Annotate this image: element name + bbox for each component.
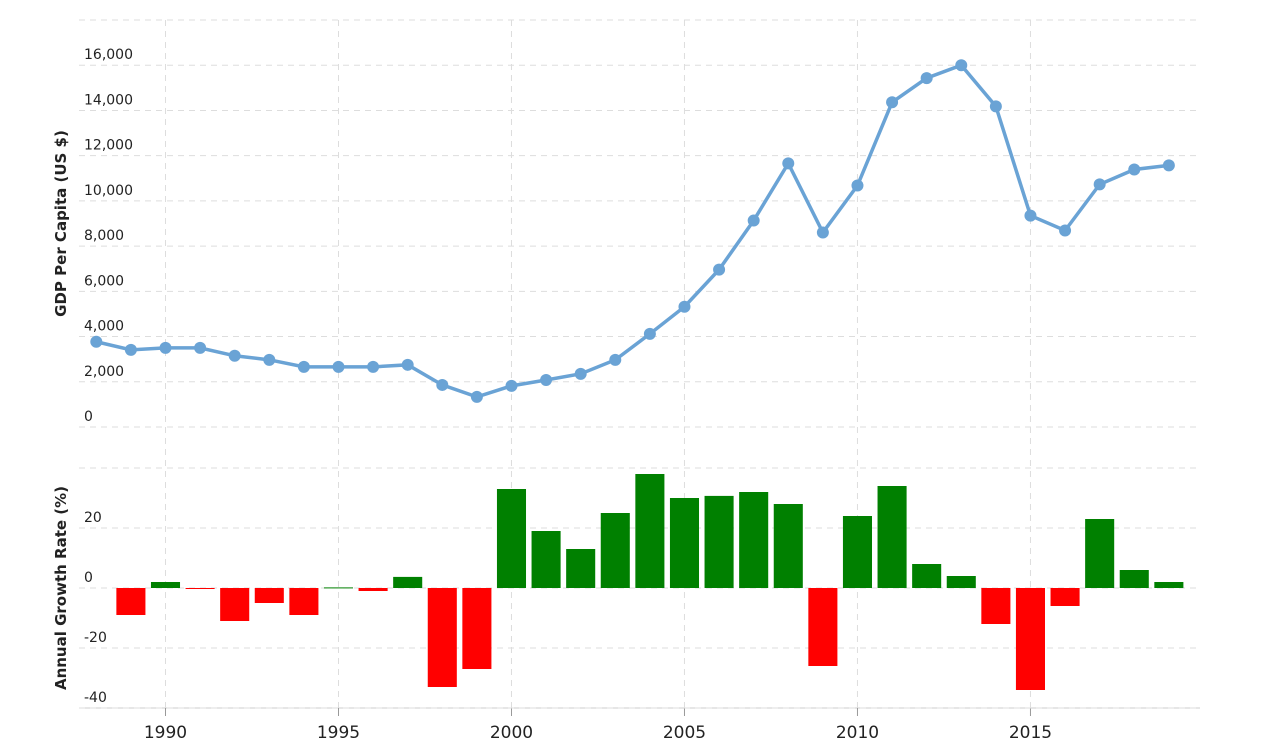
point xyxy=(124,343,137,356)
x-tick-label: 2005 xyxy=(663,723,706,743)
x-tick-label: 1990 xyxy=(144,723,187,743)
point xyxy=(574,367,587,380)
bar xyxy=(669,498,700,588)
bar xyxy=(912,564,942,588)
point xyxy=(1059,224,1072,237)
y-tick-label: 0 xyxy=(84,409,93,425)
point xyxy=(643,327,656,340)
bar xyxy=(254,588,284,603)
bar xyxy=(877,486,907,588)
bar xyxy=(842,516,873,588)
bar xyxy=(704,495,734,588)
bar xyxy=(116,588,146,615)
point xyxy=(436,378,449,391)
point xyxy=(332,360,345,373)
y-tick-label: -40 xyxy=(84,690,107,706)
y-axis-title: GDP Per Capita (US $) xyxy=(52,130,70,317)
y-tick-label: 4,000 xyxy=(84,319,124,335)
x-tick-label: 2015 xyxy=(1009,723,1052,743)
bar xyxy=(981,588,1011,624)
y-tick-label: 10,000 xyxy=(84,183,133,199)
point xyxy=(816,226,829,239)
point xyxy=(851,179,864,192)
bar xyxy=(566,549,596,588)
point xyxy=(401,358,414,371)
point xyxy=(470,390,483,403)
y-tick-label: 0 xyxy=(84,570,93,586)
bar xyxy=(427,588,457,687)
bar xyxy=(150,582,181,588)
point xyxy=(159,341,172,354)
bar xyxy=(1050,588,1080,606)
bar xyxy=(220,588,250,621)
point xyxy=(886,96,899,109)
point xyxy=(1162,159,1175,172)
bar xyxy=(1015,588,1045,690)
line xyxy=(95,63,1170,399)
y-tick-label: 12,000 xyxy=(84,138,133,154)
bar xyxy=(393,576,423,588)
point xyxy=(367,360,380,373)
x-tick-label: 2000 xyxy=(490,723,533,743)
point xyxy=(955,59,968,72)
bar xyxy=(1119,570,1149,588)
point xyxy=(989,100,1002,113)
bar xyxy=(358,588,388,591)
bar xyxy=(496,489,527,588)
y-axis-title: Annual Growth Rate (%) xyxy=(52,486,70,690)
point xyxy=(713,263,726,276)
point xyxy=(920,72,933,85)
point xyxy=(747,214,760,227)
bar xyxy=(635,474,665,588)
y-tick-label: 16,000 xyxy=(84,47,133,63)
point xyxy=(194,341,207,354)
bar xyxy=(739,492,769,588)
point xyxy=(678,300,691,313)
bar xyxy=(773,504,803,588)
bar xyxy=(531,531,561,588)
point xyxy=(297,360,310,373)
bar xyxy=(289,588,319,615)
bar xyxy=(462,588,492,669)
bar xyxy=(600,513,630,588)
point xyxy=(782,157,795,170)
bar xyxy=(1085,519,1115,588)
point xyxy=(90,335,103,348)
x-tick-label: 1995 xyxy=(317,723,360,743)
point xyxy=(228,349,241,362)
y-tick-label: 14,000 xyxy=(84,92,133,108)
bar xyxy=(323,587,354,589)
y-tick-label: 6,000 xyxy=(84,273,124,289)
y-tick-label: 20 xyxy=(84,510,102,526)
bar xyxy=(808,588,838,666)
bar xyxy=(185,588,215,589)
y-tick-label: 8,000 xyxy=(84,228,124,244)
y-tick-label: -20 xyxy=(84,630,107,646)
x-tick-label: 2010 xyxy=(836,723,879,743)
bar xyxy=(1154,582,1184,588)
point xyxy=(609,353,622,366)
point xyxy=(1128,163,1141,176)
point xyxy=(1093,178,1106,191)
y-tick-label: 2,000 xyxy=(84,364,124,380)
point xyxy=(1024,209,1037,222)
point xyxy=(540,373,553,386)
point xyxy=(263,353,276,366)
point xyxy=(505,379,518,392)
bar xyxy=(946,576,976,588)
